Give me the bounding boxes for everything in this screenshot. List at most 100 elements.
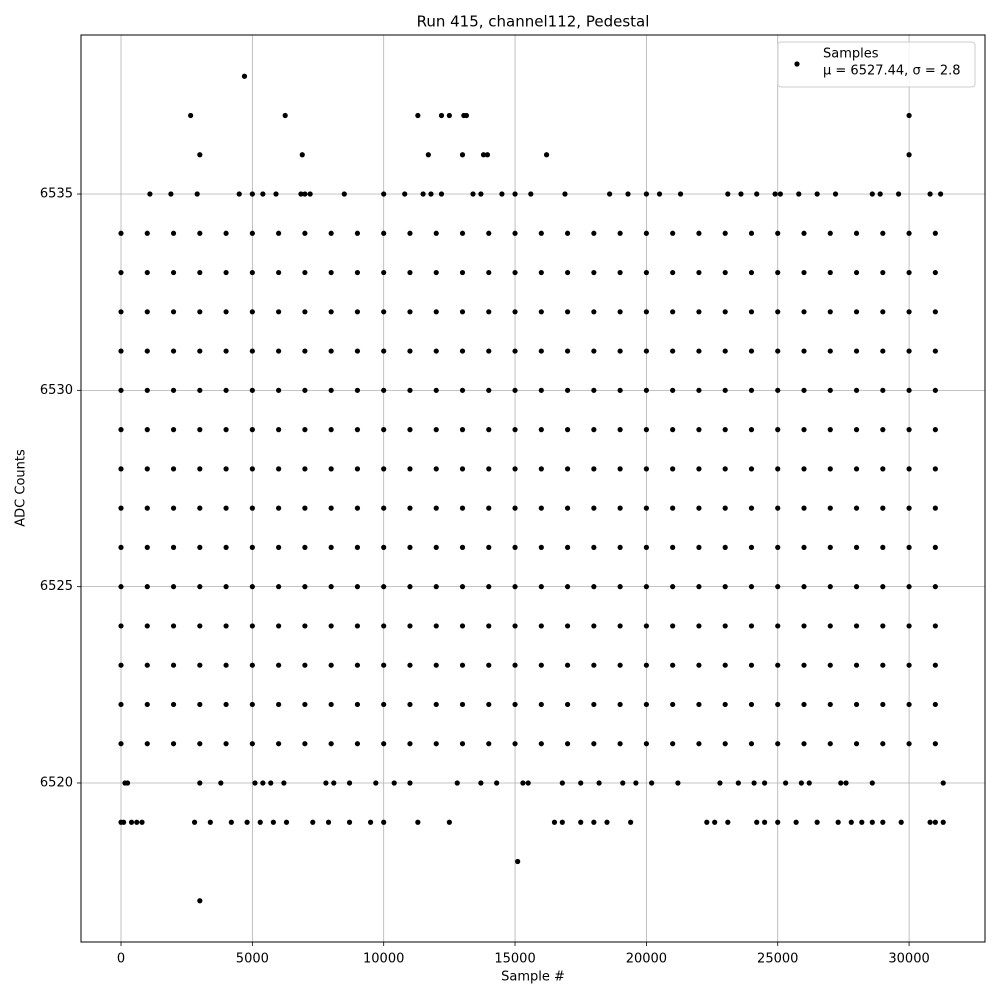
point [118,623,124,629]
point [869,191,875,197]
point [696,505,702,511]
point [591,230,597,236]
point [591,662,597,668]
point [459,466,466,472]
point [512,309,518,315]
point [257,819,263,825]
point [838,780,844,786]
point [675,780,681,786]
point [381,819,387,825]
point [407,780,413,786]
point [302,544,308,550]
point [643,309,649,315]
point [438,112,445,119]
point [578,780,584,786]
point [302,662,308,668]
point [591,269,597,276]
point [643,544,649,550]
point [381,544,387,550]
point [775,544,781,550]
point [354,309,361,315]
point [407,623,413,629]
point [538,269,544,276]
point [927,819,933,825]
point [244,819,250,825]
point [281,780,287,786]
point [170,348,177,354]
point [276,427,282,433]
point [459,230,466,236]
point [906,584,912,590]
point [853,701,860,708]
point [827,269,833,276]
point [459,741,466,747]
point [249,348,255,354]
point [932,387,938,393]
point [525,780,531,786]
point [643,427,649,433]
plot-frame [80,34,986,943]
point [223,348,229,354]
point [670,348,676,354]
point [643,584,649,590]
point [564,544,571,550]
point [617,623,623,629]
point [407,230,413,236]
point [832,191,839,197]
point [670,427,676,433]
point [617,544,623,550]
point [932,662,938,668]
point [591,387,597,393]
point [260,780,266,786]
point [853,387,860,393]
point [591,701,597,708]
point [801,348,807,354]
point [722,505,728,511]
legend-box [777,41,976,88]
point [762,780,768,786]
point [170,701,177,708]
point [748,584,755,590]
point [499,191,505,197]
point [478,191,484,197]
point [906,269,912,276]
point [478,780,484,786]
point [144,309,150,315]
point [454,780,460,786]
point [748,387,755,393]
point [486,701,492,708]
point [223,544,229,550]
point [207,819,213,825]
point [801,466,807,472]
point [762,819,768,825]
point [853,662,860,668]
point [696,387,702,393]
point [853,269,860,276]
point [643,348,649,354]
point [407,505,413,511]
point [853,230,860,236]
point [628,819,634,825]
point [170,741,177,747]
point [459,387,466,393]
point [906,544,912,550]
point [827,623,833,629]
point [302,230,308,236]
point [484,152,491,158]
point [223,662,229,668]
point [775,584,781,590]
point [191,819,198,825]
point [381,466,387,472]
point [276,623,282,629]
point [670,701,676,708]
point [906,427,912,433]
point [276,741,282,747]
point [425,152,431,158]
point [538,466,544,472]
point [754,191,760,197]
point [906,112,912,119]
point [433,466,439,472]
point [670,662,676,668]
point [223,741,229,747]
